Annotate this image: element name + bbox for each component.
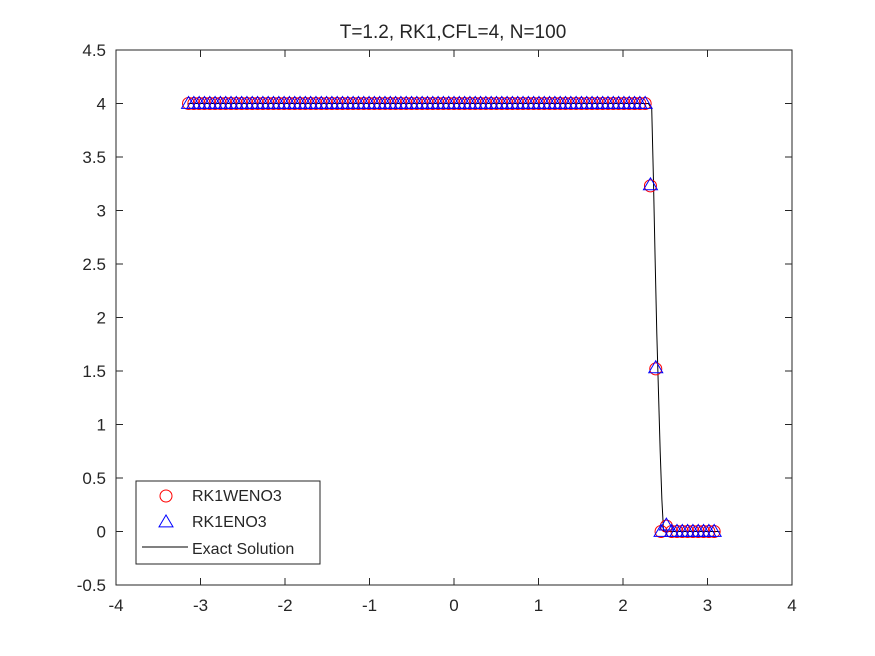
legend-label: RK1ENO3 (192, 514, 267, 531)
legend-label: Exact Solution (192, 541, 294, 558)
eno3-point (658, 517, 675, 531)
y-tick-label: 4.5 (82, 41, 106, 60)
exact-solution-line (188, 103, 720, 532)
x-tick-label: -3 (193, 596, 208, 615)
legend-label: RK1WENO3 (192, 488, 282, 505)
y-tick-label: 1 (97, 416, 106, 435)
y-tick-label: 4 (97, 95, 106, 114)
x-tick-label: 1 (534, 596, 543, 615)
y-tick-label: 0 (97, 523, 106, 542)
y-tick-label: 3.5 (82, 148, 106, 167)
x-tick-label: -4 (108, 596, 123, 615)
legend: RK1WENO3 RK1ENO3 Exact Solution (135, 480, 321, 565)
eno3-point (637, 95, 654, 109)
x-tick-label: -1 (362, 596, 377, 615)
x-tick-label: 0 (449, 596, 458, 615)
y-tick-label: 0.5 (82, 469, 106, 488)
y-tick-label: -0.5 (77, 576, 106, 595)
x-tick-label: 3 (703, 596, 712, 615)
y-tick-label: 2 (97, 309, 106, 328)
y-tick-label: 3 (97, 202, 106, 221)
legend-box (135, 480, 321, 565)
weno3-point (643, 179, 657, 193)
x-tick-label: -2 (277, 596, 292, 615)
eno3-point (706, 523, 723, 537)
legend-triangle-marker (158, 514, 174, 528)
x-tick-label: 2 (618, 596, 627, 615)
y-tick-label: 1.5 (82, 362, 106, 381)
eno3-point (642, 176, 659, 191)
chart-title: T=1.2, RK1,CFL=4, N=100 (340, 22, 567, 43)
weno3-point (649, 362, 663, 376)
x-tick-label: 4 (787, 596, 796, 615)
eno3-point (647, 359, 664, 374)
legend-circle-marker (159, 489, 173, 503)
y-tick-label: 2.5 (82, 255, 106, 274)
